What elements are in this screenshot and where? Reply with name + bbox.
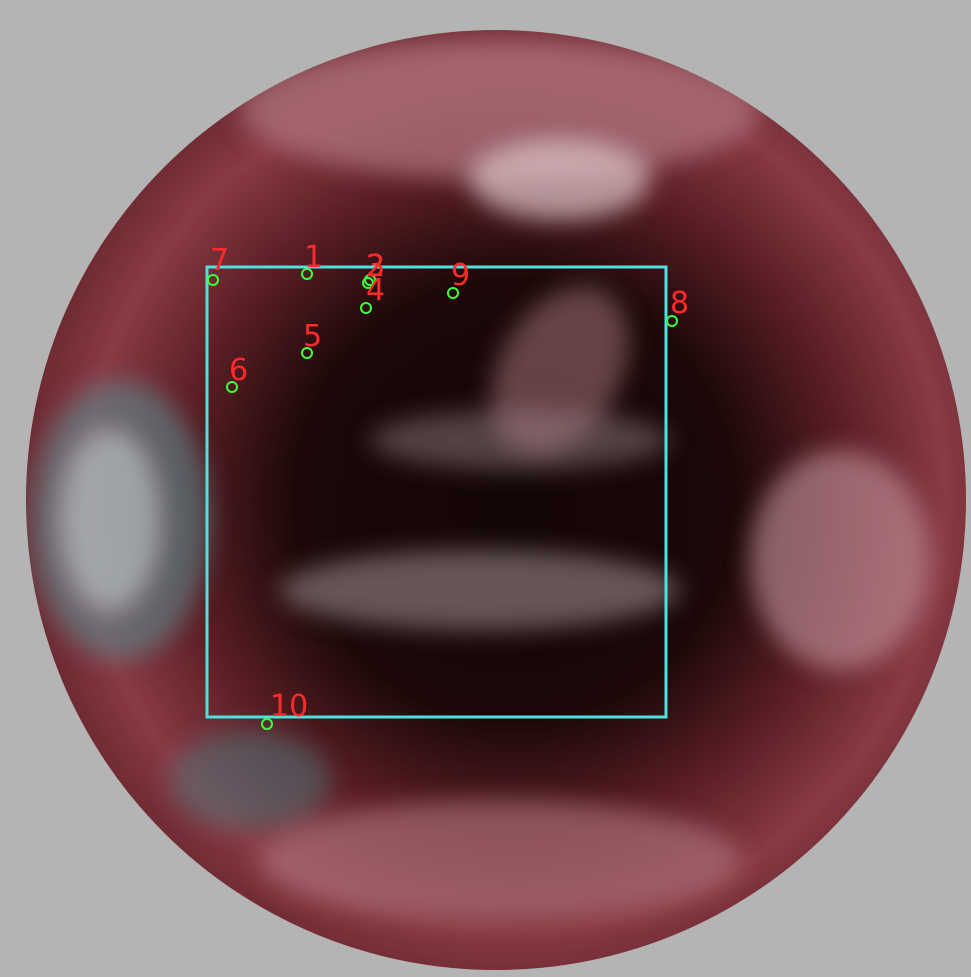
marker-point[interactable] (226, 381, 238, 393)
markers: 7 1 234 9 8 5 6 10 (207, 240, 689, 730)
marker-point[interactable] (447, 287, 459, 299)
marker-label: 7 (210, 243, 229, 278)
marker-label: 5 (303, 319, 322, 354)
clouds (30, 40, 930, 920)
marker-point[interactable] (301, 347, 313, 359)
marker-point[interactable] (207, 274, 219, 286)
marker-label: 9 (451, 258, 470, 293)
marker-point[interactable] (261, 718, 273, 730)
selection-box[interactable] (205, 265, 668, 719)
marker-point[interactable] (362, 277, 374, 289)
marker-label: 6 (229, 353, 248, 388)
marker-label: 3 (366, 249, 385, 284)
marker-point[interactable] (301, 268, 313, 280)
marker-label: 4 (366, 273, 385, 308)
marker-point[interactable] (666, 315, 678, 327)
marker-label: 1 (304, 240, 323, 275)
marker-point[interactable] (360, 302, 372, 314)
marker-label: 2 (366, 249, 385, 284)
marker-label: 8 (670, 286, 689, 321)
marker-label: 10 (270, 689, 308, 724)
